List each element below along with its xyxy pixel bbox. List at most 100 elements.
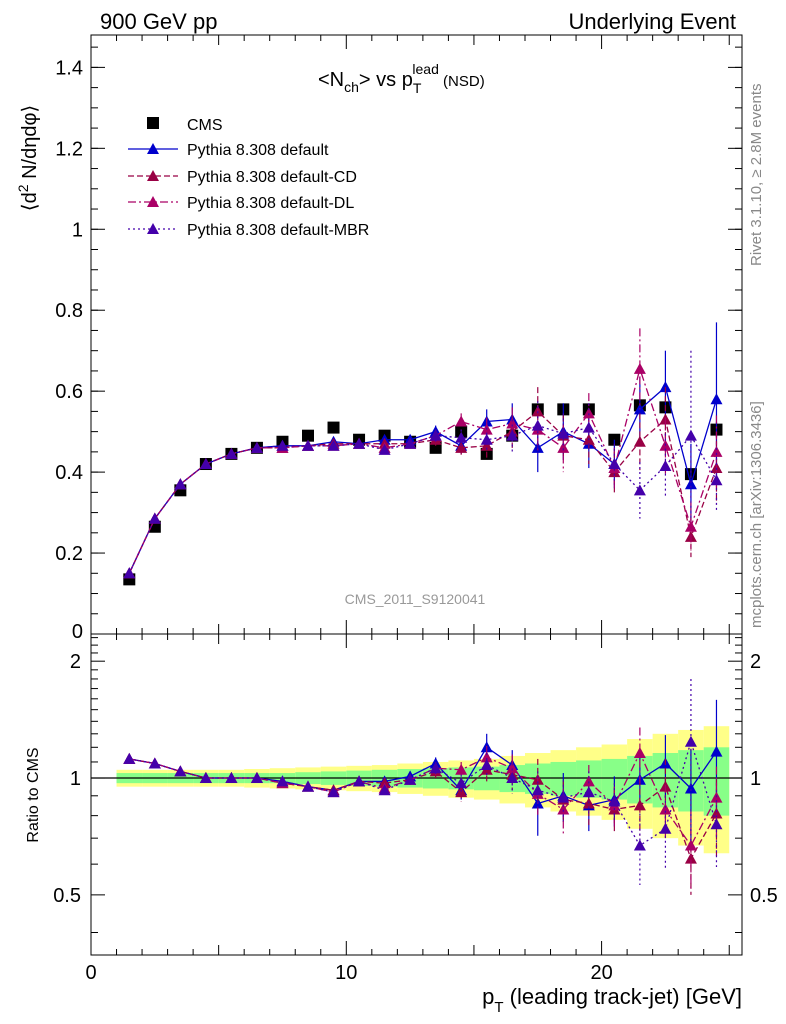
data-point-mbr [506, 429, 519, 441]
data-point-mbr [378, 443, 391, 455]
ratio-line-mbr [129, 739, 718, 847]
legend-marker-cms [147, 117, 159, 129]
data-point-default [659, 381, 672, 393]
data-point-dl [633, 362, 646, 374]
ratio-point-dl [506, 762, 519, 774]
data-point-mbr [250, 441, 263, 453]
ratio-point-mbr [302, 780, 314, 792]
data-point-mbr [148, 512, 161, 524]
ratio-point-dl [684, 839, 697, 851]
ratio-point-cd [684, 852, 697, 864]
ratio-point-mbr [225, 772, 238, 784]
ratio-point-default [684, 782, 697, 794]
data-point-mbr [302, 439, 314, 451]
data-point-mbr [404, 437, 417, 449]
analysis-watermark: CMS_2011_S9120041 [345, 591, 486, 607]
y-tick-label: 0.2 [55, 543, 83, 565]
ratio-point-mbr [455, 777, 468, 789]
ratio-point-mbr [633, 839, 646, 851]
legend-label-default: Pythia 8.308 default [187, 142, 329, 159]
legend-label-cms: CMS [187, 117, 223, 134]
data-point-dl [506, 417, 519, 429]
ratio-point-mbr [250, 772, 263, 784]
ratio-point-dl [659, 803, 672, 815]
data-point-cms [327, 421, 340, 434]
x-tick-label: 0 [85, 962, 96, 984]
ratio-point-mbr [684, 735, 697, 747]
data-point-cd [480, 439, 493, 451]
ratio-point-mbr [582, 786, 595, 798]
data-point-cms [429, 441, 442, 454]
y-axis-label: ⟨d2 N/dηdφ⟩ [15, 105, 41, 211]
ratio-y-tick-label-right: 2 [750, 651, 761, 673]
ratio-point-mbr [506, 772, 519, 784]
legend-label-cd: Pythia 8.308 default-CD [187, 169, 357, 186]
ratio-point-mbr [123, 752, 136, 764]
legend-marker-default [147, 143, 159, 154]
ratio-y-tick-label-right: 0.5 [750, 885, 778, 907]
ratio-point-dl [582, 775, 595, 787]
header-right: Underlying Event [568, 9, 736, 34]
ratio-point-dl [557, 803, 570, 815]
main-panel: 0 0.2 0.4 0.6 0.8 1 1.2 1.4 <Nch> vs pTlead (NS… [15, 34, 743, 643]
legend-label-dl: Pythia 8.308 default-DL [187, 195, 354, 212]
ratio-point-dl [480, 751, 493, 763]
data-point-cms [455, 425, 468, 438]
data-point-mbr [276, 439, 289, 451]
ratio-point-mbr [659, 822, 672, 834]
ratio-frame [90, 633, 743, 956]
ratio-point-dl [633, 747, 646, 759]
ratio-point-mbr [557, 791, 570, 803]
data-point-default [710, 393, 723, 405]
data-point-mbr [429, 429, 442, 441]
data-point-mbr [582, 421, 595, 433]
legend-label-mbr: Pythia 8.308 default-MBR [187, 222, 369, 239]
data-point-mbr [557, 427, 570, 439]
x-tick-label: 20 [590, 962, 612, 984]
data-point-cms [302, 429, 314, 442]
data-point-dl [557, 441, 570, 453]
ratio-point-mbr [404, 773, 417, 785]
ratio-y-axis-label: Ratio to CMS [25, 747, 42, 842]
data-point-default [684, 478, 697, 490]
y-tick-label: 1.2 [55, 138, 83, 160]
ratio-y-tick-label: 2 [70, 651, 81, 673]
y-tick-label: 0.8 [55, 300, 83, 322]
data-point-dl [710, 445, 723, 457]
legend-marker-mbr [147, 223, 159, 234]
legend-marker-cd [147, 170, 159, 181]
data-point-dl [455, 415, 468, 427]
y-tick-label: 0 [72, 621, 83, 643]
legend-entry-dl: Pythia 8.308 default-DL [128, 195, 354, 212]
data-point-mbr [199, 458, 212, 470]
data-point-mbr [225, 447, 238, 459]
chart-title: <Nch> vs pTlead (NSD) [318, 61, 485, 96]
y-tick-label: 1 [72, 219, 83, 241]
ratio-y-tick-label-right: 1 [750, 768, 761, 790]
y-tick-label: 0.4 [55, 462, 83, 484]
ratio-point-mbr [353, 775, 366, 787]
ratio-point-mbr [531, 784, 544, 796]
data-point-mbr [174, 478, 187, 490]
series-line-dl [128, 366, 718, 574]
legend-entry-cms: CMS [147, 117, 223, 134]
ratio-point-dl [455, 763, 468, 775]
ratio-panel: 0.5 0.51 12 20 10 20 Ratio to CMS pT (leading… [25, 633, 778, 1016]
series-line-mbr [128, 424, 718, 574]
data-point-mbr [710, 474, 723, 486]
data-point-mbr [480, 433, 493, 445]
legend: CMS Pythia 8.308 default Pythia 8.308 de… [128, 117, 369, 239]
legend-entry-cd: Pythia 8.308 default-CD [128, 169, 357, 186]
data-point-dl [684, 520, 697, 532]
legend-entry-default: Pythia 8.308 default [128, 142, 329, 159]
data-point-mbr [327, 439, 340, 451]
data-point-mbr [608, 458, 621, 470]
ratio-point-mbr [199, 772, 212, 784]
data-point-mbr [659, 460, 672, 472]
ratio-point-mbr [174, 765, 187, 777]
data-point-dl [582, 407, 595, 419]
rivet-label: Rivet 3.1.10, ≥ 2.8M events [748, 84, 765, 267]
ratio-point-mbr [276, 775, 289, 787]
data-point-mbr [633, 484, 646, 496]
ratio-y-tick-label: 0.5 [53, 885, 81, 907]
